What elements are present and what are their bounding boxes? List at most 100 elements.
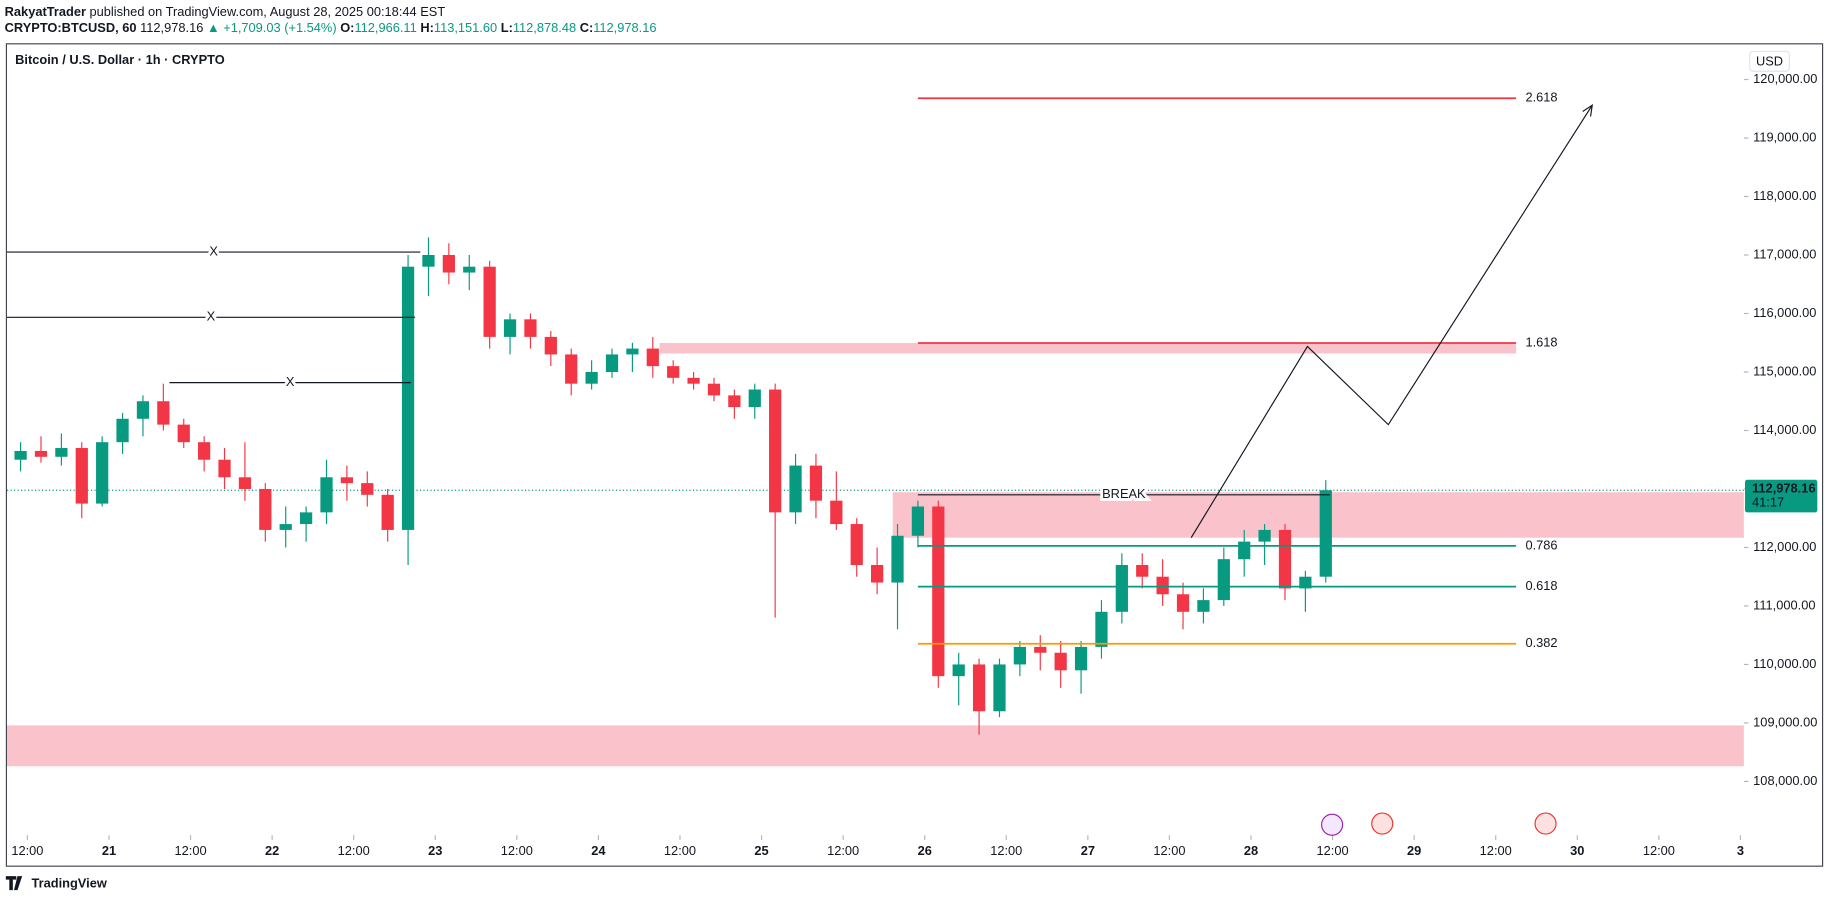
candle-body xyxy=(483,266,496,337)
y-tick-label: 115,000.00 xyxy=(1753,363,1816,378)
y-tick-label: 108,000.00 xyxy=(1753,773,1817,788)
y-tick-label: 118,000.00 xyxy=(1753,188,1816,203)
candle-body xyxy=(524,319,537,337)
open: 112,966.11 xyxy=(354,21,416,36)
x-tick-label: 22 xyxy=(265,843,279,858)
symbol-line: CRYPTO:BTCUSD, 60 112,978.16 ▲ +1,709.03… xyxy=(5,21,657,36)
candle-body xyxy=(1054,652,1067,671)
candle-body xyxy=(340,477,354,484)
zone xyxy=(892,492,1744,538)
x-tick-label: 12:00 xyxy=(664,843,696,858)
x-tick-label: 27 xyxy=(1081,843,1095,858)
candle-body xyxy=(14,450,27,460)
candle-body xyxy=(34,450,48,457)
countdown: 41:17 xyxy=(1752,494,1784,509)
candle-body xyxy=(1136,565,1149,577)
candle-body xyxy=(565,354,578,384)
high: 113,151.60 xyxy=(434,21,497,36)
publish-line: RakyatTrader published on TradingView.co… xyxy=(5,4,446,19)
y-tick-label: 114,000.00 xyxy=(1753,422,1816,437)
y-tick-label: 117,000.00 xyxy=(1753,246,1816,261)
last-price-box xyxy=(1745,479,1818,513)
fib-label: 0.382 xyxy=(1525,635,1557,650)
candle-body xyxy=(952,664,965,677)
candle-body xyxy=(218,459,231,478)
last-price-label: 112,978.16 xyxy=(1752,480,1816,495)
event-icon[interactable] xyxy=(1534,812,1557,835)
candle-body xyxy=(544,336,557,355)
brand: TradingView xyxy=(31,876,106,891)
candle-body xyxy=(299,512,313,525)
low-label: L: xyxy=(501,21,513,36)
candle-body xyxy=(728,395,741,408)
projection-path xyxy=(1190,105,1592,539)
x-tick-label: 30 xyxy=(1570,843,1584,858)
x-tick-label: 12:00 xyxy=(1317,843,1349,858)
frame xyxy=(5,43,1824,867)
x-tick-label: 23 xyxy=(428,843,442,858)
x-tick-label: 12:00 xyxy=(338,843,370,858)
x-tick-label: 12:00 xyxy=(11,843,43,858)
fib-label: 2.618 xyxy=(1525,90,1557,105)
candle-body xyxy=(198,442,211,460)
candle-body xyxy=(748,389,761,408)
y-tick-label: 112,000.00 xyxy=(1753,539,1816,554)
x-tick-label: 24 xyxy=(591,843,606,858)
candle-body xyxy=(116,418,129,443)
candle-body xyxy=(463,266,476,273)
change: ▲ +1,709.03 (+1.54%) xyxy=(207,21,337,36)
candle-body xyxy=(850,524,863,566)
close: 112,978.16 xyxy=(593,21,656,36)
candle-body xyxy=(789,465,802,513)
candle-body xyxy=(55,448,68,457)
candle-body xyxy=(136,401,150,419)
x-tick-label: 26 xyxy=(918,843,932,858)
candle-body xyxy=(381,494,394,530)
x-tick-label: 12:00 xyxy=(1153,843,1185,858)
candle-body xyxy=(320,477,333,513)
y-tick-label: 109,000.00 xyxy=(1753,714,1817,729)
candle-body xyxy=(96,442,109,504)
marked-line-label: X xyxy=(207,309,216,324)
candle-body xyxy=(1258,529,1271,542)
candle-body xyxy=(422,254,435,267)
candle-body xyxy=(891,535,904,583)
open-label: O: xyxy=(340,21,354,36)
candle-body xyxy=(1115,565,1128,612)
candle-body xyxy=(809,465,823,501)
x-tick-label: 29 xyxy=(1407,843,1421,858)
candle-body xyxy=(972,664,986,712)
close-label: C: xyxy=(580,21,594,36)
candle-body xyxy=(1095,611,1108,647)
x-tick-label: 28 xyxy=(1244,843,1258,858)
candle-body xyxy=(585,371,598,384)
y-tick-label: 120,000.00 xyxy=(1753,71,1817,86)
chart-title: Bitcoin / U.S. Dollar · 1h · CRYPTO xyxy=(15,52,225,67)
symbol: CRYPTO:BTCUSD, 60 xyxy=(5,21,137,36)
currency: USD xyxy=(1756,53,1783,68)
candle-body xyxy=(932,506,945,677)
candle-body xyxy=(503,319,517,337)
candle-body xyxy=(626,348,639,355)
last: 112,978.16 xyxy=(140,21,203,36)
zone xyxy=(6,725,1744,767)
candle-body xyxy=(1176,594,1190,612)
candle-body xyxy=(361,483,374,495)
x-tick-label: 12:00 xyxy=(501,843,533,858)
marked-line-label: BREAK xyxy=(1102,486,1146,501)
event-icon[interactable] xyxy=(1371,812,1394,835)
candle-body xyxy=(1156,576,1169,595)
low: 112,878.48 xyxy=(513,21,576,36)
fib-label: 0.786 xyxy=(1525,537,1557,552)
candle-body xyxy=(279,524,292,530)
candle-body xyxy=(238,477,252,489)
candle-body xyxy=(769,389,782,513)
candle-body xyxy=(1319,490,1332,577)
candle-body xyxy=(75,448,88,504)
candle-body xyxy=(259,488,272,530)
candle-body xyxy=(871,565,884,583)
event-icon[interactable] xyxy=(1321,813,1344,836)
candle-body xyxy=(442,254,455,273)
